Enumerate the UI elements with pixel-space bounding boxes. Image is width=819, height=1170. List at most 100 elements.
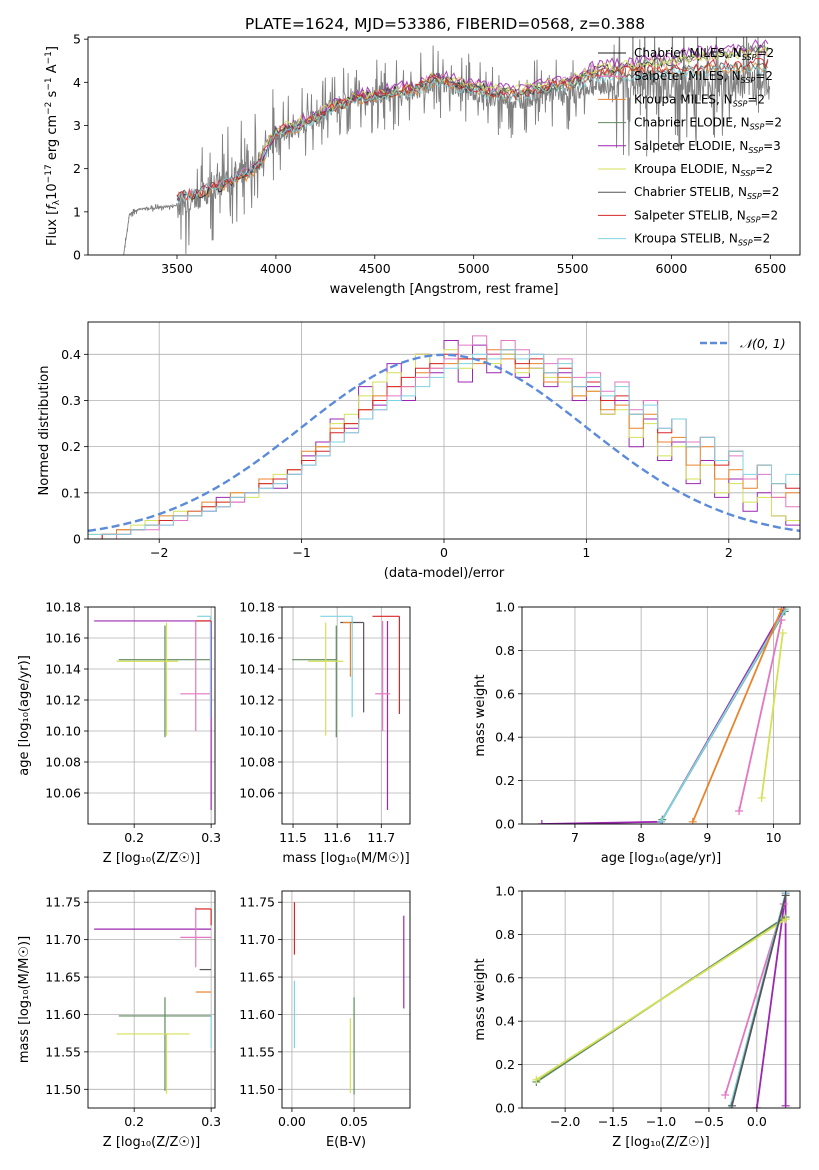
plot-layer: 3500 4000 4500 5000 5500 6000 6500 0 1 2 3 4 5 wavele… bbox=[17, 32, 801, 1150]
y-tick-label: 0.0 bbox=[495, 817, 515, 832]
x-axis-label: age [log₁₀(age/yr)] bbox=[601, 851, 722, 866]
legend-text-part: =2 bbox=[755, 69, 773, 83]
legend-label-chabrier-elodie: Chabrier ELODIE, NSSP=2 bbox=[634, 116, 782, 132]
x-tick-label: 6500 bbox=[754, 261, 786, 276]
plot-area-age_vs_mass bbox=[292, 615, 401, 811]
y-label-part: 10 bbox=[45, 183, 60, 200]
y-tick-label: 11.50 bbox=[239, 1082, 275, 1097]
y-tick-label: 11.65 bbox=[45, 970, 81, 985]
x-tick-label: 0.3 bbox=[201, 830, 221, 845]
x-tick-label: 9 bbox=[703, 830, 711, 845]
legend-text-part: Chabrier ELODIE, N bbox=[634, 116, 750, 130]
weight-marker bbox=[777, 616, 786, 625]
y-tick-label: 10.14 bbox=[45, 662, 81, 677]
axes-frame bbox=[281, 606, 411, 825]
axes-frame bbox=[521, 606, 801, 825]
axes-frame bbox=[87, 606, 216, 825]
y-tick-label: 0 bbox=[73, 248, 81, 263]
legend-text-part: =2 bbox=[753, 232, 771, 246]
weight-line-kroupa-elodie bbox=[535, 918, 787, 1081]
x-axis-label: Z [log₁₀(Z/Z☉)] bbox=[612, 1135, 709, 1150]
y-tick-label: 10.06 bbox=[45, 786, 81, 801]
y-axis-label: Flux [fλ10−17 erg cm−2 s−1 A−1] bbox=[44, 46, 62, 246]
weight-marker bbox=[757, 793, 766, 802]
plot-area-spectrum bbox=[123, 37, 771, 255]
axes-frame bbox=[87, 321, 801, 540]
plot-area-weight_vs_age bbox=[537, 607, 790, 824]
x-tick-label: −1.0 bbox=[646, 1114, 676, 1129]
plot-area-residuals bbox=[88, 335, 800, 539]
errorbar-kroupa-stelib bbox=[320, 615, 353, 718]
weight-marker bbox=[778, 629, 787, 638]
y-tick-label: 11.55 bbox=[45, 1044, 81, 1059]
x-tick-label: 0.05 bbox=[340, 1114, 368, 1129]
legend-label-salpeter-stelib: Salpeter STELIB, NSSP=2 bbox=[634, 208, 778, 224]
x-axis-label: Z [log₁₀(Z/Z☉)] bbox=[103, 1135, 200, 1150]
weight-marker bbox=[727, 1101, 736, 1108]
y-tick-label: 0.2 bbox=[61, 439, 81, 454]
errorbar-salpeter-miles bbox=[180, 907, 212, 968]
legend-label-kroupa-elodie: Kroupa ELODIE, NSSP=2 bbox=[634, 162, 773, 178]
legend-text-part: SSP bbox=[748, 146, 763, 155]
weight-marker bbox=[721, 1090, 730, 1099]
y-tick-label: 10.08 bbox=[45, 755, 81, 770]
errorbar-kroupa-elodie bbox=[116, 1033, 190, 1094]
x-tick-label: 11.5 bbox=[279, 830, 307, 845]
y-tick-label: 11.70 bbox=[239, 932, 275, 947]
y-tick-label: 10.18 bbox=[45, 600, 81, 615]
axes-residuals: −2 −1 0 1 2 0 0.1 0.2 0.3 0.4 (data-model)/error No… bbox=[37, 321, 801, 581]
x-tick-label: 10 bbox=[766, 830, 782, 845]
legend-text-part: Salpeter STELIB, N bbox=[634, 208, 746, 222]
errorbar-kroupa-stelib bbox=[197, 615, 211, 718]
y-tick-label: 2 bbox=[73, 161, 81, 176]
axes-mass_vs_Z: 0.2 0.3 11.50 11.55 11.60 11.65 11.70 11.75 Z [l… bbox=[17, 890, 221, 1150]
errorbar-chabrier-elodie bbox=[292, 625, 337, 738]
x-tick-label: −0.5 bbox=[694, 1114, 724, 1129]
plot-area-mass_vs_ebv bbox=[293, 902, 405, 1095]
y-tick-label: 0 bbox=[73, 532, 81, 547]
y-tick-label: 1 bbox=[73, 204, 81, 219]
errorbar-salpeter-elodie bbox=[94, 620, 212, 811]
y-tick-label: 4 bbox=[73, 75, 81, 90]
y-tick-label: 0.4 bbox=[61, 347, 81, 362]
y-label-part: Flux [ bbox=[45, 210, 60, 246]
y-tick-label: 1.0 bbox=[495, 600, 515, 615]
y-tick-label: 0.8 bbox=[495, 927, 515, 942]
x-tick-label: 7 bbox=[571, 830, 579, 845]
x-tick-label: 1 bbox=[582, 545, 590, 560]
x-tick-label: 2 bbox=[725, 545, 733, 560]
y-axis-label: mass [log₁₀(M/M☉)] bbox=[17, 936, 32, 1063]
y-label-part: f bbox=[45, 203, 60, 210]
legend-text-part: SSP bbox=[742, 53, 757, 62]
legend-text-part: SSP bbox=[738, 239, 753, 248]
y-tick-label: 11.50 bbox=[45, 1082, 81, 1097]
weight-marker bbox=[657, 817, 665, 824]
weight-line-kroupa-elodie bbox=[760, 632, 784, 799]
y-tick-label: 10.16 bbox=[239, 631, 275, 646]
legend-text-part: SSP bbox=[747, 192, 762, 201]
legend-text-part: =2 bbox=[755, 162, 773, 176]
y-tick-label: 10.16 bbox=[45, 631, 81, 646]
weight-marker bbox=[781, 1101, 790, 1108]
weight-marker bbox=[752, 1104, 761, 1108]
legend-text-part: SSP bbox=[750, 123, 765, 132]
legend-label-chabrier-stelib: Chabrier STELIB, NSSP=2 bbox=[634, 185, 779, 201]
x-tick-label: −1 bbox=[292, 545, 310, 560]
legend-text-part: SSP bbox=[733, 99, 748, 108]
y-tick-label: 11.70 bbox=[45, 932, 81, 947]
legend-text-part: Kroupa ELODIE, N bbox=[634, 162, 741, 176]
axes-frame bbox=[521, 890, 801, 1109]
y-label-part: −17 bbox=[44, 164, 54, 183]
axes-spectrum: 3500 4000 4500 5000 5500 6000 6500 0 1 2 3 4 5 wavele… bbox=[44, 32, 801, 297]
legend-text-part: =2 bbox=[760, 208, 778, 222]
weight-marker bbox=[777, 607, 786, 614]
y-tick-label: 0.6 bbox=[495, 970, 515, 985]
axes-weight_vs_age: 7 8 9 10 0.0 0.2 0.4 0.6 0.8 1.0 age [log₁₀(age/yr… bbox=[473, 600, 801, 866]
errorbar-kroupa-elodie bbox=[116, 622, 179, 736]
y-tick-label: 0.2 bbox=[495, 773, 515, 788]
plot-area-mass_vs_Z bbox=[94, 907, 212, 1094]
legend-label-salpeter-elodie: Salpeter ELODIE, NSSP=3 bbox=[634, 139, 781, 155]
y-tick-label: 11.75 bbox=[239, 895, 275, 910]
